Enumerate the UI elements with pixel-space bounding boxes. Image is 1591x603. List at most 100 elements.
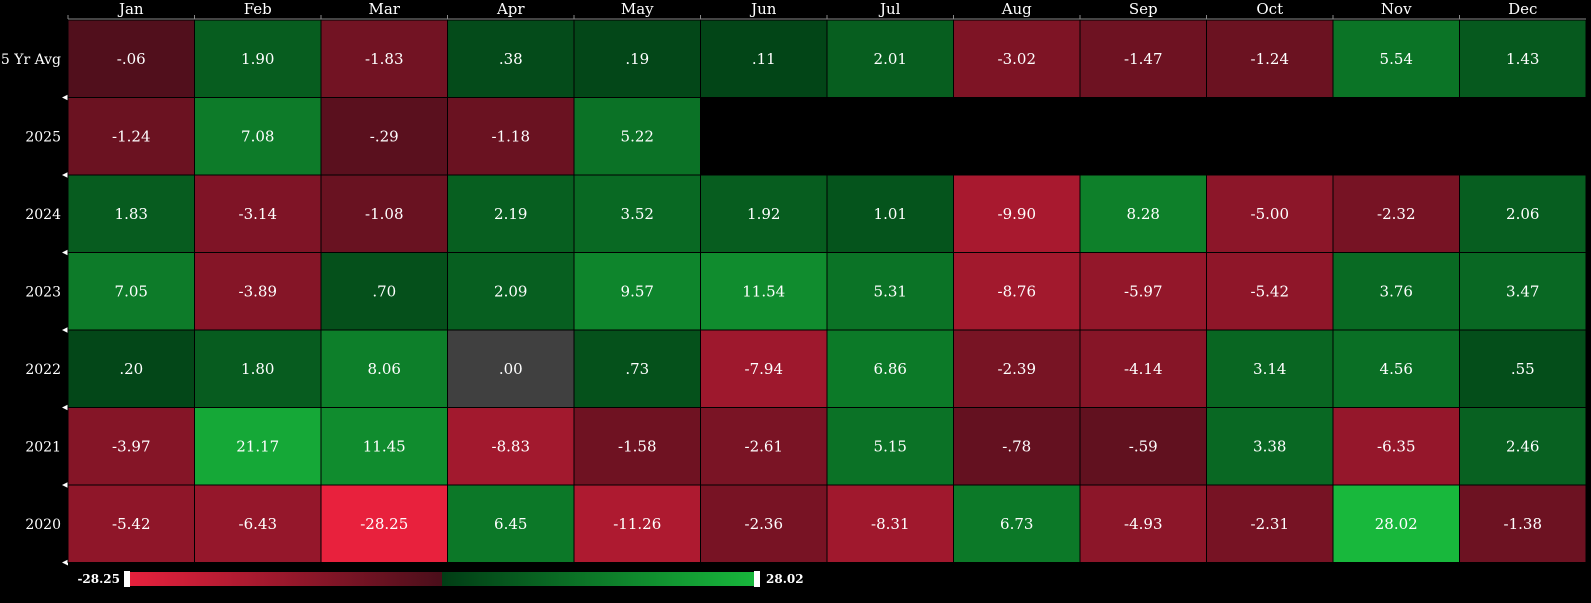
cell-value-label: -1.24 bbox=[1251, 50, 1289, 68]
month-label-jun: Jun bbox=[749, 0, 777, 18]
heatmap-cell bbox=[953, 174, 1081, 253]
cell-value-label: 3.14 bbox=[1253, 360, 1286, 378]
cell-value-label: -1.58 bbox=[618, 437, 656, 455]
cell-value-label: .70 bbox=[372, 282, 396, 300]
row-marker-arrow bbox=[62, 559, 68, 566]
heatmap-cell bbox=[1206, 329, 1334, 408]
heatmap-cell bbox=[67, 484, 195, 563]
cell-value-label: -3.89 bbox=[239, 282, 277, 300]
heatmap-cell bbox=[953, 252, 1081, 331]
heatmap-cell bbox=[67, 174, 195, 253]
heatmap-cell bbox=[447, 329, 575, 408]
cell-value-label: -2.61 bbox=[745, 437, 783, 455]
cell-value-label: 1.01 bbox=[874, 205, 907, 223]
cell-value-label: 4.56 bbox=[1380, 360, 1413, 378]
month-label-nov: Nov bbox=[1381, 0, 1412, 18]
heatmap-cell bbox=[826, 484, 954, 563]
cell-value-label: .00 bbox=[499, 360, 523, 378]
heatmap-cell bbox=[1206, 407, 1334, 486]
cell-value-label: -3.14 bbox=[239, 205, 277, 223]
heatmap-cell bbox=[1079, 329, 1207, 408]
cell-value-label: 1.92 bbox=[747, 205, 780, 223]
heatmap-cell bbox=[826, 19, 954, 98]
heatmap-cell bbox=[1332, 484, 1460, 563]
heatmap-cell bbox=[320, 484, 448, 563]
cell-value-label: 1.80 bbox=[241, 360, 274, 378]
cell-value-label: 1.90 bbox=[241, 50, 274, 68]
row-marker-arrow bbox=[62, 172, 68, 178]
heatmap-cells: -.06 1.90 -1.83 .38 .19 .11 2.01 -3.02 -1.47 -1.2… bbox=[67, 19, 1587, 563]
cell-value-label: 11.54 bbox=[742, 282, 785, 300]
cell-value-label: -8.76 bbox=[998, 282, 1036, 300]
month-label-dec: Dec bbox=[1508, 0, 1537, 18]
heatmap-cell bbox=[447, 484, 575, 563]
cell-value-label: 2.19 bbox=[494, 205, 527, 223]
heatmap-cell bbox=[1332, 174, 1460, 253]
heatmap-cell bbox=[573, 174, 701, 253]
cell-value-label: 9.57 bbox=[621, 282, 654, 300]
heatmap-cell bbox=[194, 329, 322, 408]
cell-value-label: -5.42 bbox=[1251, 282, 1289, 300]
heatmap-cell bbox=[1206, 484, 1334, 563]
row-label: 2024 bbox=[25, 207, 61, 223]
heatmap-cell bbox=[573, 407, 701, 486]
heatmap-cell bbox=[67, 329, 195, 408]
month-label-sep: Sep bbox=[1129, 0, 1158, 18]
heatmap-cell bbox=[826, 252, 954, 331]
row-label: 2021 bbox=[25, 439, 61, 455]
row-headers: 5 Yr Avg 2025 2024 2023 2022 2021 2020 bbox=[1, 52, 68, 566]
scale-min-handle[interactable] bbox=[124, 571, 130, 587]
cell-value-label: 8.06 bbox=[368, 360, 401, 378]
heatmap-cell bbox=[1459, 19, 1587, 98]
cell-value-label: 2.01 bbox=[874, 50, 907, 68]
cell-value-label: -4.93 bbox=[1124, 515, 1162, 533]
cell-value-label: -.78 bbox=[1002, 437, 1031, 455]
cell-value-label: -.59 bbox=[1129, 437, 1158, 455]
heatmap-cell bbox=[1459, 407, 1587, 486]
cell-value-label: -1.83 bbox=[365, 50, 403, 68]
month-label-jan: Jan bbox=[117, 0, 144, 18]
cell-value-label: .55 bbox=[1511, 360, 1535, 378]
heatmap-cell bbox=[1206, 252, 1334, 331]
cell-value-label: 6.73 bbox=[1000, 515, 1033, 533]
cell-value-label: 28.02 bbox=[1375, 515, 1418, 533]
month-label-oct: Oct bbox=[1256, 0, 1283, 18]
month-label-aug: Aug bbox=[1001, 0, 1032, 18]
cell-value-label: 3.38 bbox=[1253, 437, 1286, 455]
heatmap-cell bbox=[1332, 329, 1460, 408]
heatmap-cell bbox=[573, 252, 701, 331]
heatmap-cell bbox=[573, 484, 701, 563]
cell-value-label: -5.97 bbox=[1124, 282, 1162, 300]
cell-value-label: 5.54 bbox=[1380, 50, 1413, 68]
color-scale-legend: -28.25 28.02 bbox=[77, 571, 804, 587]
cell-value-label: -1.47 bbox=[1124, 50, 1162, 68]
scale-max-handle[interactable] bbox=[754, 571, 760, 587]
row-marker-arrow bbox=[62, 482, 68, 488]
heatmap-cell bbox=[67, 407, 195, 486]
heatmap-cell bbox=[826, 174, 954, 253]
cell-value-label: 1.83 bbox=[115, 205, 148, 223]
cell-value-label: 3.52 bbox=[621, 205, 654, 223]
cell-value-label: -2.31 bbox=[1251, 515, 1289, 533]
cell-value-label: -3.02 bbox=[998, 50, 1036, 68]
cell-value-label: 11.45 bbox=[363, 437, 406, 455]
heatmap-cell bbox=[573, 19, 701, 98]
heatmap-cell bbox=[826, 329, 954, 408]
heatmap-cell bbox=[320, 329, 448, 408]
cell-value-label: -.06 bbox=[117, 50, 146, 68]
heatmap-cell bbox=[700, 19, 828, 98]
month-headers: Jan Feb Mar Apr May Jun Jul Aug Sep Oct Nov Dec bbox=[67, 0, 1586, 20]
heatmap-cell bbox=[194, 19, 322, 98]
heatmap-cell bbox=[573, 97, 701, 176]
month-label-mar: Mar bbox=[369, 0, 401, 18]
heatmap-cell bbox=[573, 329, 701, 408]
heatmap-cell bbox=[1459, 329, 1587, 408]
cell-value-label: 5.22 bbox=[621, 127, 654, 145]
row-label: 2020 bbox=[25, 517, 61, 533]
cell-value-label: -6.43 bbox=[239, 515, 277, 533]
heatmap-cell bbox=[447, 97, 575, 176]
row-label: 2023 bbox=[25, 284, 61, 300]
cell-value-label: .38 bbox=[499, 50, 523, 68]
heatmap-cell bbox=[1079, 174, 1207, 253]
